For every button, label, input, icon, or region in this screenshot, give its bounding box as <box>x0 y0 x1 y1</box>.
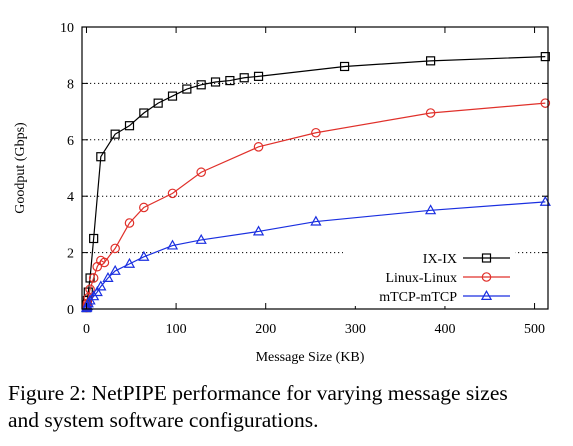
data-point-mtcp-mtcp <box>252 225 265 236</box>
data-point-ix-ix <box>139 108 149 118</box>
data-point-mtcp-mtcp <box>195 233 207 244</box>
legend-label: mTCP-mTCP <box>379 290 457 305</box>
legend-marker <box>480 289 493 300</box>
data-point-ix-ix <box>225 75 235 86</box>
data-point-ix-ix <box>253 71 264 81</box>
data-point-ix-ix <box>196 80 206 90</box>
y-tick-label: 6 <box>67 134 74 149</box>
data-point-linux-linux <box>124 218 135 228</box>
data-point-mtcp-mtcp <box>123 257 136 268</box>
data-point-ix-ix <box>339 61 350 72</box>
y-axis-label: Goodput (Gbps) <box>13 122 28 214</box>
data-point-mtcp-mtcp <box>91 286 103 297</box>
data-point-linux-linux <box>110 243 120 254</box>
data-point-ix-ix <box>167 91 178 101</box>
caption-line-2: and system software configurations. <box>8 408 319 432</box>
series-line-ix-ix <box>85 56 546 308</box>
data-point-ix-ix <box>89 233 99 244</box>
x-tick-label: 200 <box>255 322 276 337</box>
data-point-mtcp-mtcp <box>109 264 121 275</box>
data-point-linux-linux <box>540 98 551 108</box>
y-tick-label: 4 <box>67 190 74 205</box>
figure-caption: Figure 2: NetPIPE performance for varyin… <box>8 380 568 434</box>
data-point-ix-ix <box>426 56 436 66</box>
data-point-ix-ix <box>210 77 221 87</box>
legend-item-linux-linux: Linux-Linux <box>385 271 510 286</box>
legend-item-mtcp-mtcp: mTCP-mTCP <box>379 289 510 305</box>
y-tick-label: 0 <box>67 303 74 318</box>
x-tick-label: 400 <box>434 322 455 337</box>
x-axis-label: Message Size (KB) <box>256 350 365 365</box>
data-point-ix-ix <box>124 121 135 131</box>
x-tick-label: 300 <box>345 322 366 337</box>
y-tick-label: 10 <box>60 21 74 36</box>
plot-frame <box>81 26 549 310</box>
data-point-linux-linux <box>167 188 178 199</box>
x-tick-label: 0 <box>83 322 90 337</box>
data-point-linux-linux <box>99 257 110 268</box>
data-point-mtcp-mtcp <box>424 204 437 215</box>
data-point-ix-ix <box>153 98 163 108</box>
data-point-linux-linux <box>425 108 436 118</box>
data-point-linux-linux <box>88 273 99 283</box>
legend-item-ix-ix: IX-IX <box>423 252 510 267</box>
data-point-linux-linux <box>253 142 264 152</box>
x-tick-label: 100 <box>166 322 187 337</box>
data-point-mtcp-mtcp <box>102 271 114 282</box>
caption-line-1: Figure 2: NetPIPE performance for varyin… <box>8 381 508 405</box>
y-tick-label: 2 <box>67 247 74 262</box>
legend-marker <box>481 253 492 263</box>
data-point-ix-ix <box>96 152 106 162</box>
data-point-linux-linux <box>139 202 149 213</box>
legend-marker <box>481 272 492 282</box>
legend-label: Linux-Linux <box>385 271 457 286</box>
legend: IX-IX Linux-Linux mTCP-mTCP <box>343 246 515 306</box>
data-point-ix-ix <box>182 84 192 94</box>
data-point-ix-ix <box>110 129 120 139</box>
data-point-mtcp-mtcp <box>310 215 322 226</box>
data-point-ix-ix <box>540 52 550 62</box>
data-point-mtcp-mtcp <box>95 280 107 291</box>
legend-label: IX-IX <box>423 252 457 267</box>
data-point-mtcp-mtcp <box>138 250 150 261</box>
x-tick-label: 500 <box>524 322 545 337</box>
data-point-linux-linux <box>311 127 321 138</box>
data-point-linux-linux <box>196 167 206 178</box>
data-point-mtcp-mtcp <box>166 239 179 250</box>
data-point-linux-linux <box>85 284 95 295</box>
y-tick-label: 8 <box>67 77 74 92</box>
data-point-ix-ix <box>239 73 249 83</box>
